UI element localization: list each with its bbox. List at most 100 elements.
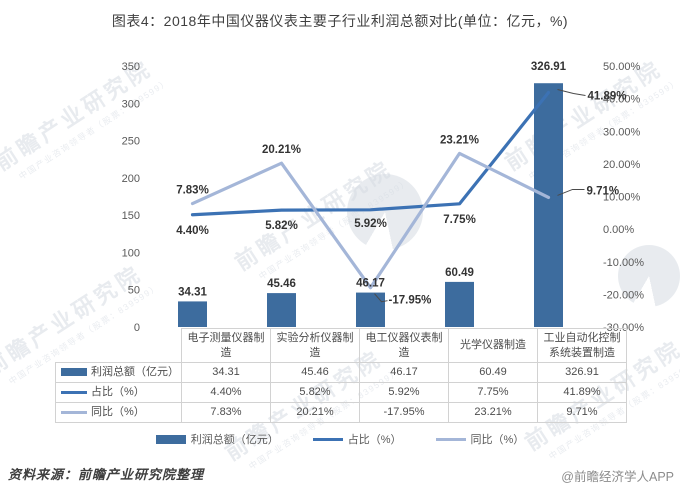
- line-data-label: -17.95%: [389, 295, 432, 307]
- legend-item-yoy: 同比（%）: [435, 431, 525, 447]
- watermark-text: 前瞻产业研究院: [500, 55, 667, 176]
- label-leader-line: [557, 88, 586, 96]
- table-series-label: 利润总额（亿元）: [55, 362, 182, 383]
- series-name: 占比（%）: [91, 386, 145, 399]
- line-data-label: 7.75%: [443, 214, 476, 226]
- bar-2: [356, 292, 385, 327]
- watermark: 前瞻产业研究院 中国产业咨询领导者（股票：839599）: [498, 47, 680, 189]
- watermark: 前瞻产业研究院 中国产业咨询领导者（股票：839599）: [228, 147, 412, 289]
- bar-data-label: 60.49: [445, 267, 474, 279]
- table-cell: 23.21%: [448, 402, 538, 423]
- left-axis-tick: 250: [122, 136, 140, 148]
- bar-data-label: 326.91: [531, 61, 567, 73]
- table-cell: 34.31: [181, 362, 271, 383]
- table-cell: 9.71%: [537, 402, 627, 423]
- bar-1: [267, 293, 296, 327]
- legend-label: 利润总额（亿元）: [190, 434, 279, 446]
- table-cell: 7.83%: [181, 402, 271, 423]
- table-cell: 20.21%: [270, 402, 360, 423]
- right-axis-tick: -20.00%: [603, 289, 644, 301]
- legend: 利润总额（亿元） 占比（%） 同比（%）: [0, 431, 680, 447]
- bar-series-swatch: [155, 434, 186, 444]
- series-name: 同比（%）: [91, 406, 145, 419]
- left-axis-tick: 100: [122, 247, 140, 259]
- right-axis-tick: 50.00%: [603, 61, 641, 73]
- left-axis-tick: 50: [128, 285, 140, 297]
- watermark-subtext: 中国产业咨询领导者（股票：839599）: [16, 76, 172, 182]
- line-data-label: 4.40%: [176, 225, 209, 237]
- bar-series-swatch: [61, 368, 87, 377]
- category-label: 工业自动化控制系统装置制造: [537, 328, 627, 363]
- bar-0: [178, 301, 207, 327]
- right-axis-tick: 20.00%: [603, 159, 641, 171]
- source-note: 资料来源：前瞻产业研究院整理: [8, 467, 205, 482]
- left-axis-tick: 350: [122, 61, 140, 73]
- bar-data-label: 46.17: [356, 278, 385, 290]
- category-label: 电子测量仪器制造: [181, 328, 271, 363]
- legend-item-share: 占比（%）: [312, 431, 402, 447]
- chart-title: 图表4：2018年中国仪器仪表主要子行业利润总额对比(单位：亿元，%): [111, 13, 569, 29]
- bar-data-label: 34.31: [178, 286, 207, 298]
- line-data-label: 23.21%: [440, 134, 479, 146]
- table-cell: 45.46: [270, 362, 360, 383]
- table-series-label: 同比（%）: [55, 402, 182, 423]
- left-axis-tick: 150: [122, 210, 140, 222]
- table-cell: 7.75%: [448, 382, 538, 403]
- right-axis-tick: 0.00%: [603, 224, 634, 236]
- watermark-text: 前瞻产业研究院: [0, 55, 157, 176]
- table-row-share: 占比（%） 4.40% 5.82% 5.92% 7.75% 41.89%: [55, 382, 627, 403]
- table-cell: 4.40%: [181, 382, 271, 403]
- series-name: 利润总额（亿元）: [91, 366, 179, 379]
- right-axis-tick: -10.00%: [603, 257, 644, 269]
- right-axis-tick: 40.00%: [603, 94, 641, 106]
- left-axis-tick: 300: [122, 98, 140, 110]
- line-series-yoy: [190, 151, 551, 290]
- chart-data-table: 电子测量仪器制造 实验分析仪器制造 电工仪器仪表制造 光学仪器制造 工业自动化控…: [55, 328, 627, 423]
- table-series-label: 占比（%）: [55, 382, 182, 403]
- watermark-subtext: 中国产业咨询领导者（股票：839599）: [256, 176, 412, 282]
- table-row-yoy: 同比（%） 7.83% 20.21% -17.95% 23.21% 9.71%: [55, 402, 627, 423]
- yoy-line-swatch: [61, 410, 87, 414]
- line-data-label: 20.21%: [262, 144, 301, 156]
- label-leader-line: [557, 188, 585, 196]
- table-cell: 46.17: [359, 362, 449, 383]
- line-data-label: 9.71%: [587, 185, 620, 197]
- category-label: 电工仪器仪表制造: [359, 328, 449, 363]
- table-cell: 60.49: [448, 362, 538, 383]
- table-cell: 5.82%: [270, 382, 360, 403]
- share-line-swatch: [61, 390, 87, 394]
- line-series-share: [190, 90, 551, 217]
- yoy-line-swatch: [435, 437, 466, 441]
- watermark-logo-circle: [618, 245, 680, 307]
- label-leader-line: [374, 293, 388, 303]
- line-data-label: 5.82%: [265, 220, 298, 232]
- line-data-label: 5.92%: [354, 218, 387, 230]
- bar-4: [534, 83, 563, 328]
- right-axis-tick: 10.00%: [603, 192, 641, 204]
- bar-3: [445, 281, 474, 327]
- left-axis-tick: 200: [122, 173, 140, 185]
- share-line-swatch: [312, 437, 343, 441]
- line-data-label: 41.89%: [588, 90, 627, 102]
- watermark: 前瞻产业研究院 中国产业咨询领导者（股票：839599）: [0, 47, 172, 189]
- legend-label: 占比（%）: [347, 434, 402, 446]
- watermark-subtext: 中国产业咨询领导者（股票：839599）: [526, 76, 680, 182]
- bar-data-label: 45.46: [267, 278, 296, 290]
- legend-label: 同比（%）: [470, 434, 525, 446]
- watermark-logo-circle: [347, 174, 423, 250]
- line-data-label: 7.83%: [176, 185, 209, 197]
- table-row-profit: 利润总额（亿元） 34.31 45.46 46.17 60.49 326.91: [55, 362, 627, 383]
- table-cell: -17.95%: [359, 402, 449, 423]
- category-label: 光学仪器制造: [448, 328, 538, 363]
- right-axis-tick: 30.00%: [603, 126, 641, 138]
- table-cell: 41.89%: [537, 382, 627, 403]
- watermark-text: 前瞻产业研究院: [230, 155, 397, 276]
- table-cell: 5.92%: [359, 382, 449, 403]
- credit-note: @前瞻经济学人APP: [561, 470, 674, 484]
- table-cell: 326.91: [537, 362, 627, 383]
- category-header-row: 电子测量仪器制造 实验分析仪器制造 电工仪器仪表制造 光学仪器制造 工业自动化控…: [56, 328, 627, 363]
- legend-item-profit: 利润总额（亿元）: [155, 431, 279, 447]
- table-corner-cell: [56, 329, 182, 363]
